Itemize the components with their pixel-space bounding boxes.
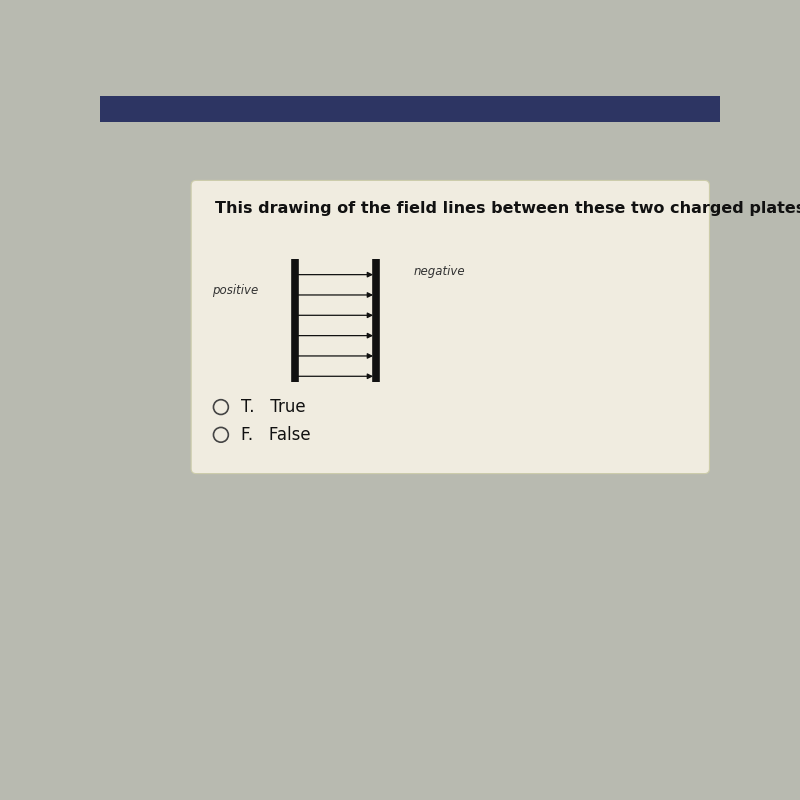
FancyBboxPatch shape [191,180,710,474]
Text: negative: negative [413,265,465,278]
FancyBboxPatch shape [100,96,720,122]
Text: 3.1.2  / 1 of 12: 3.1.2 / 1 of 12 [110,102,211,116]
Text: F.   False: F. False [241,426,310,444]
Text: positive: positive [211,283,258,297]
Text: This drawing of the field lines between these two charged plates is correct.: This drawing of the field lines between … [214,201,800,216]
Text: T.   True: T. True [241,398,306,416]
